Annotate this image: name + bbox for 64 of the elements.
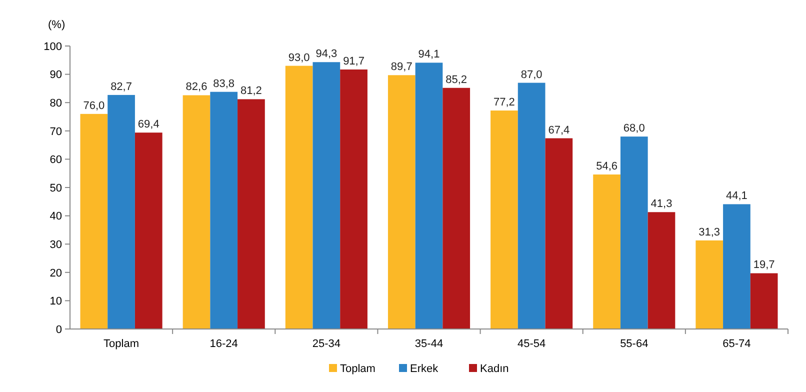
x-tick-label: 55-64 [620, 338, 648, 350]
data-label: 44,1 [726, 190, 748, 202]
x-tick-label: 16-24 [210, 338, 238, 350]
bar [80, 114, 108, 329]
bar [723, 204, 750, 329]
y-tick-label: 10 [50, 296, 62, 308]
data-label: 91,7 [343, 55, 364, 68]
data-label: 87,0 [520, 68, 542, 81]
x-tick-label: 45-54 [518, 338, 546, 350]
legend-label: Kadın [480, 363, 509, 375]
y-tick-label: 40 [50, 210, 62, 223]
bar [593, 174, 620, 329]
data-label: 19,7 [753, 259, 775, 272]
bar [182, 95, 210, 329]
bar [388, 75, 416, 329]
data-label: 76,0 [83, 100, 105, 112]
x-tick-label: 25-34 [312, 338, 340, 350]
bar [518, 82, 546, 329]
y-tick-label: 90 [50, 69, 62, 82]
bar [134, 132, 162, 329]
y-axis-title: (%) [48, 19, 66, 31]
bar [442, 88, 470, 329]
bar [312, 62, 340, 329]
data-label: 69,4 [138, 118, 160, 131]
data-label: 83,8 [213, 78, 235, 90]
bar [648, 212, 676, 329]
bar [620, 136, 648, 329]
data-label: 31,3 [698, 226, 720, 238]
data-label: 54,6 [596, 160, 618, 172]
x-tick-label: Toplam [104, 338, 140, 350]
y-tick-label: 70 [50, 126, 62, 138]
bar [108, 94, 135, 329]
bar [238, 99, 265, 329]
data-label: 93,0 [288, 52, 310, 64]
data-label: 89,7 [390, 61, 412, 74]
bar [696, 240, 724, 329]
y-tick-label: 30 [50, 238, 62, 251]
bar [340, 69, 368, 329]
bar [415, 62, 443, 329]
y-tick-label: 60 [50, 154, 62, 166]
data-label: 94,3 [316, 48, 338, 60]
x-tick-label: 65-74 [722, 338, 751, 350]
y-tick-label: 80 [50, 97, 62, 110]
bar [545, 138, 573, 329]
data-label: 68,0 [623, 122, 645, 135]
legend-label: Toplam [340, 363, 376, 375]
x-tick-label: 35-44 [414, 338, 444, 350]
bar [750, 273, 778, 329]
bar [285, 66, 313, 329]
y-tick-label: 20 [50, 267, 62, 280]
data-label: 82,6 [186, 81, 208, 94]
data-label: 77,2 [494, 96, 515, 109]
data-label: 41,3 [650, 198, 672, 210]
bar [490, 110, 518, 329]
y-tick-label: 0 [56, 324, 62, 336]
y-tick-label: 50 [50, 182, 62, 194]
data-label: 67,4 [548, 124, 570, 136]
data-label: 82,7 [110, 80, 132, 93]
data-label: 85,2 [446, 74, 468, 86]
bar [210, 92, 238, 329]
data-label: 81,2 [240, 85, 262, 98]
data-label: 94,1 [418, 48, 440, 61]
legend-label: Erkek [410, 363, 439, 375]
y-tick-label: 100 [44, 40, 62, 53]
